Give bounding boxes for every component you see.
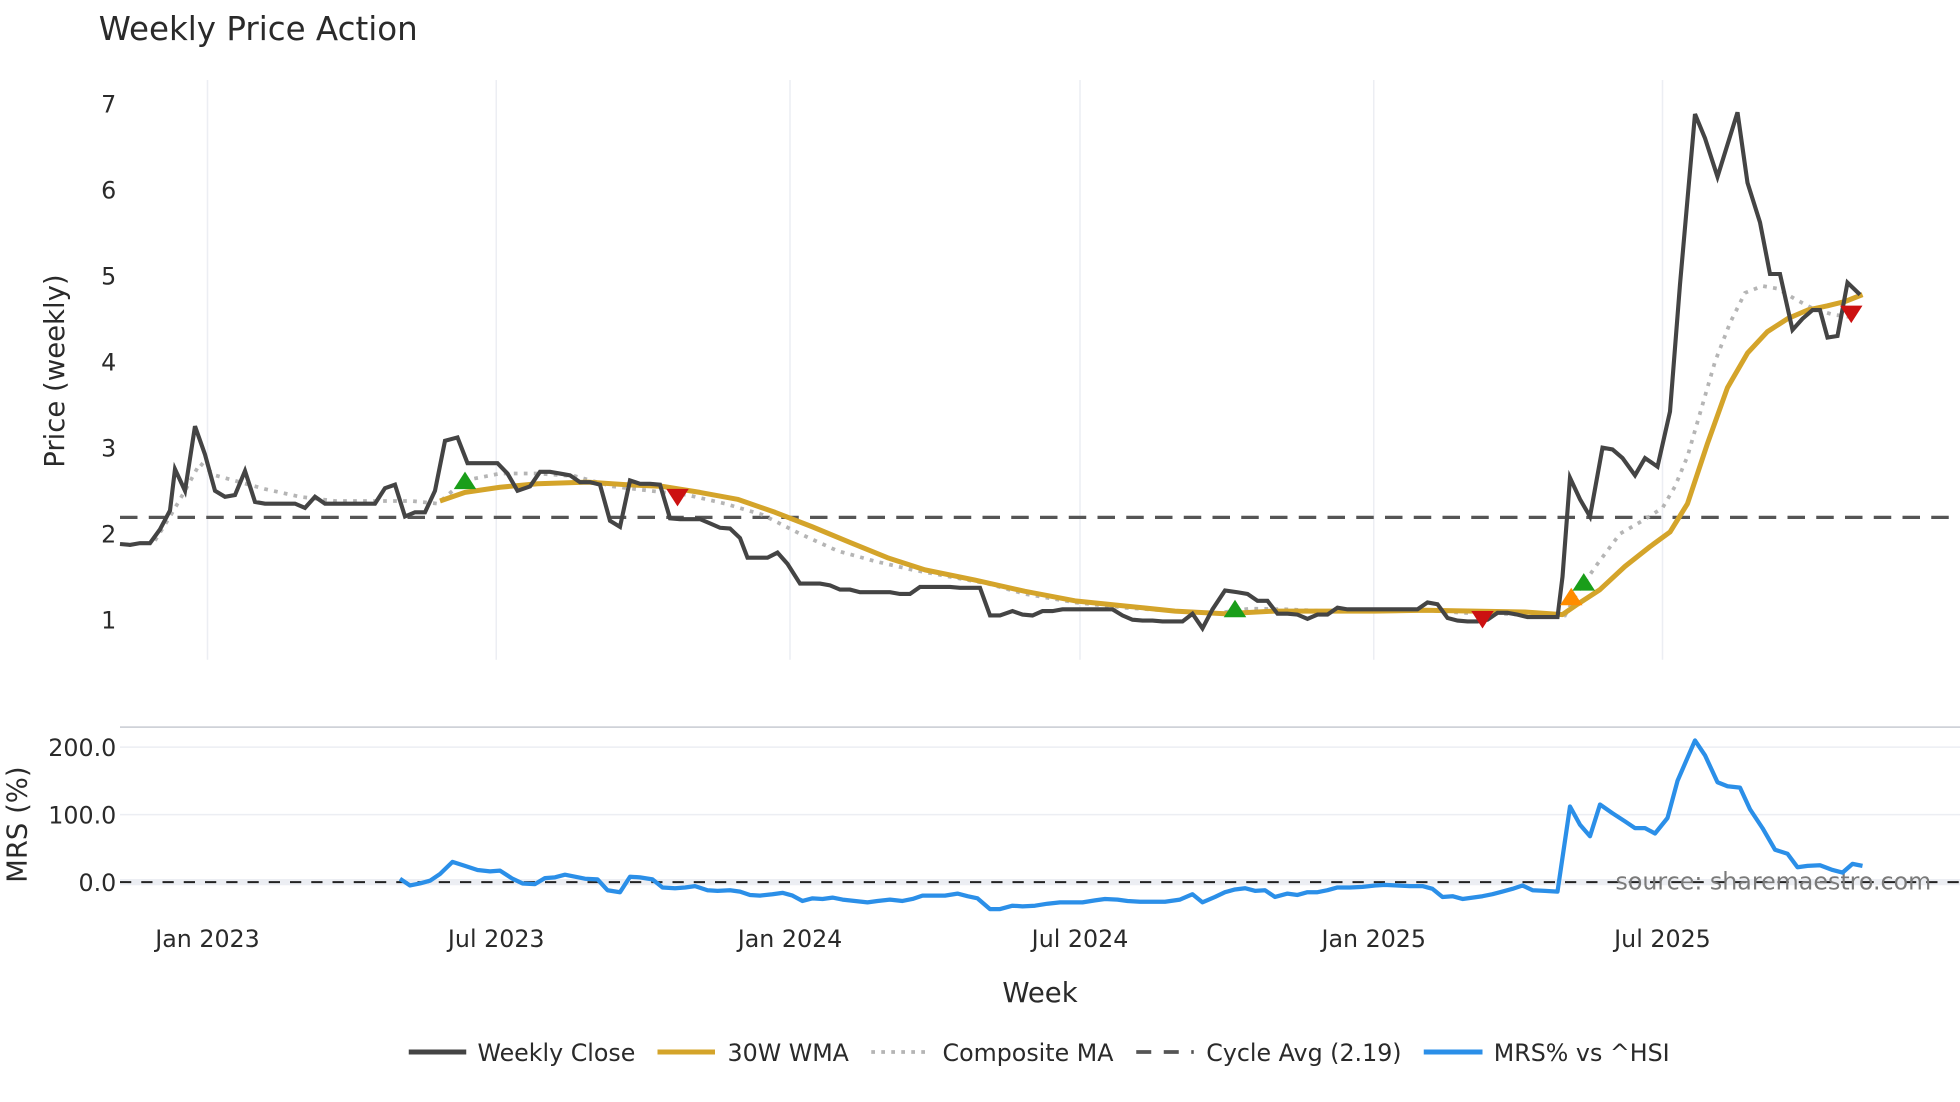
legend-label-cycle-avg: Cycle Avg (2.19) [1206,1039,1401,1067]
x-tick-label: Jan 2023 [153,925,260,953]
mrs-axis-label: MRS (%) [1,766,33,883]
source-label: source: sharemaestro.com [1616,868,1932,896]
legend-item-cycle-avg[interactable]: Cycle Avg (2.19) [1136,1039,1402,1067]
price-pane: 1 2 3 4 5 6 7 Price (weekly) [39,79,1960,660]
wma-line [439,292,1864,618]
x-tick-label: Jan 2024 [736,925,843,953]
mrs-tick-label: 200.0 [48,734,116,762]
x-tick-label: Jan 2025 [1319,925,1426,953]
legend-label-weekly-close: Weekly Close [478,1039,636,1067]
price-vertical-gridlines [206,79,1664,660]
x-tick-label: Jul 2023 [446,925,545,953]
buy-signal-icon [1223,599,1247,618]
legend: Weekly Close 30W WMA Composite MA Cycle … [408,1039,1670,1067]
legend-label-composite: Composite MA [943,1039,1115,1067]
price-tick-label: 7 [101,90,116,118]
legend-label-mrs: MRS% vs ^HSI [1494,1039,1670,1067]
price-y-ticks: 1 2 3 4 5 6 7 [101,90,116,634]
legend-item-weekly-close[interactable]: Weekly Close [408,1039,636,1067]
price-tick-label: 6 [101,176,116,204]
price-tick-label: 1 [101,606,116,634]
mrs-y-ticks: 0.0 100.0 200.0 [48,734,116,897]
mrs-tick-label: 100.0 [48,801,116,829]
mrs-line [398,738,1863,912]
sell-signal-icon [666,488,689,507]
weekly-close-line [119,111,1862,633]
price-tick-label: 5 [101,262,116,290]
legend-label-wma: 30W WMA [728,1039,850,1067]
price-tick-label: 3 [101,434,116,462]
warn-signal-icon [1560,587,1583,606]
chart-title: Weekly Price Action [99,10,418,48]
legend-item-composite[interactable]: Composite MA [871,1039,1114,1067]
sell-signal-icon [1471,610,1494,629]
mrs-tick-label: 0.0 [78,869,116,897]
buy-signal-icon [1572,573,1595,591]
sell-signal-icon [1840,305,1863,324]
x-axis-label: Week [1002,977,1077,1009]
price-tick-label: 2 [101,520,116,548]
legend-item-mrs[interactable]: MRS% vs ^HSI [1423,1039,1670,1067]
signal-markers [453,305,1863,629]
buy-signal-icon [453,471,477,490]
mrs-pane: 0.0 100.0 200.0 MRS (%) source: sharemaest… [1,726,1960,912]
price-tick-label: 4 [101,348,116,376]
composite-ma-line [153,284,1851,618]
price-axis-label: Price (weekly) [39,274,71,467]
x-tick-label: Jul 2024 [1030,925,1129,953]
legend-item-wma[interactable]: 30W WMA [657,1039,850,1067]
x-tick-label: Jul 2025 [1612,925,1711,953]
x-axis-ticks: Jan 2023 Jul 2023 Jan 2024 Jul 2024 Jan 2025… [153,925,1711,953]
